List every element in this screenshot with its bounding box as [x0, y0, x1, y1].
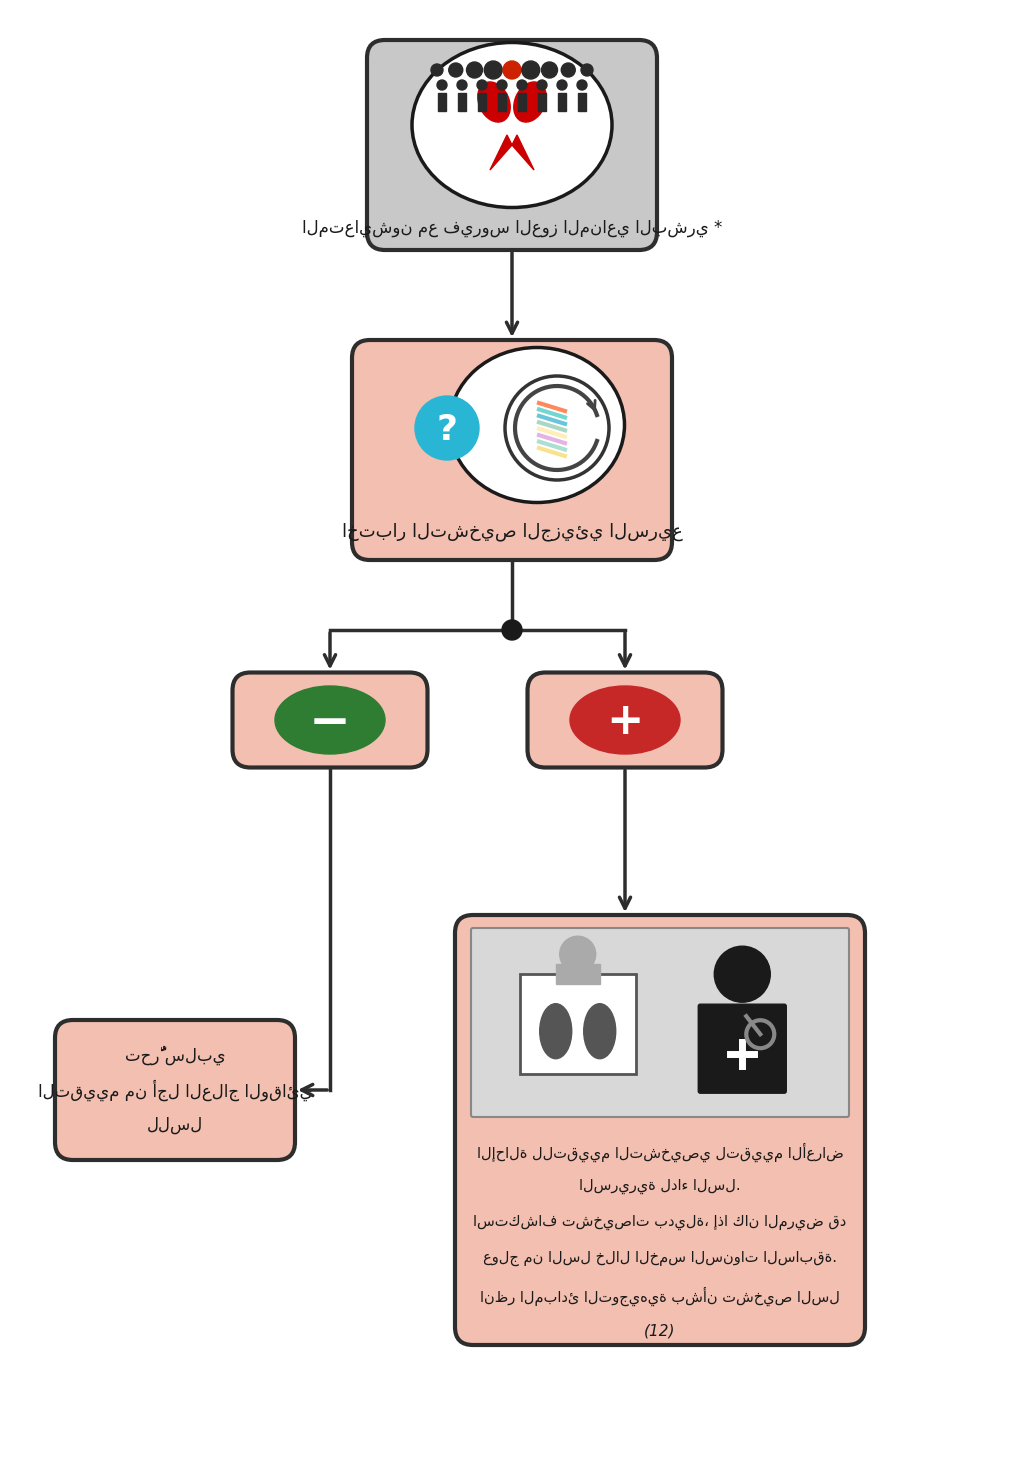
Text: +: + [606, 701, 644, 743]
Circle shape [715, 947, 770, 1002]
Circle shape [542, 61, 557, 78]
Circle shape [457, 80, 467, 91]
Text: عولج من السل خلال الخمس السنوات السابقة.: عولج من السل خلال الخمس السنوات السابقة. [483, 1251, 837, 1267]
Ellipse shape [478, 82, 510, 121]
Circle shape [484, 61, 502, 79]
Text: للسل: للسل [146, 1116, 203, 1134]
Bar [538, 94, 546, 111]
Bar [458, 94, 466, 111]
Ellipse shape [275, 686, 385, 753]
Text: الإحالة للتقييم التشخيصي لتقييم الأعراض: الإحالة للتقييم التشخيصي لتقييم الأعراض [476, 1143, 844, 1162]
Circle shape [577, 80, 587, 91]
Circle shape [415, 396, 479, 459]
Circle shape [437, 80, 447, 91]
Circle shape [560, 936, 596, 973]
Text: اختبار التشخيص الجزيئي السريع: اختبار التشخيص الجزيئي السريع [342, 522, 682, 541]
Polygon shape [490, 135, 512, 170]
FancyBboxPatch shape [352, 339, 672, 560]
Circle shape [581, 64, 593, 76]
Circle shape [497, 80, 507, 91]
Circle shape [505, 376, 609, 480]
Bar [520, 974, 636, 1074]
Bar [518, 94, 526, 111]
Ellipse shape [584, 1004, 615, 1059]
FancyBboxPatch shape [55, 1020, 295, 1160]
Text: السريرية لداء السل.: السريرية لداء السل. [580, 1179, 740, 1194]
Ellipse shape [412, 42, 612, 208]
Circle shape [502, 620, 522, 639]
Circle shape [517, 80, 527, 91]
Bar [498, 94, 506, 111]
Circle shape [561, 63, 575, 78]
Text: −: − [309, 699, 351, 748]
FancyBboxPatch shape [471, 928, 849, 1116]
Circle shape [449, 63, 463, 78]
Bar [478, 94, 486, 111]
FancyBboxPatch shape [367, 40, 657, 250]
Ellipse shape [570, 686, 680, 753]
FancyBboxPatch shape [232, 673, 427, 768]
Circle shape [522, 61, 540, 79]
Text: تحرُّ سلبي: تحرُّ سلبي [125, 1045, 225, 1065]
Text: المتعايشون مع فيروس العوز المناعي البشري *: المتعايشون مع فيروس العوز المناعي البشري… [302, 219, 722, 237]
Text: (12): (12) [644, 1323, 676, 1339]
Polygon shape [512, 135, 534, 170]
Bar [438, 94, 446, 111]
Ellipse shape [540, 1004, 571, 1059]
Bar [558, 94, 566, 111]
Text: التقييم من أجل العلاج الوقائي: التقييم من أجل العلاج الوقائي [38, 1080, 312, 1100]
Circle shape [431, 64, 443, 76]
Bar [556, 964, 600, 985]
Text: انظر المبادئ التوجيهية بشأن تشخيص السل: انظر المبادئ التوجيهية بشأن تشخيص السل [480, 1287, 840, 1306]
Text: ?: ? [436, 413, 458, 448]
Circle shape [467, 61, 482, 78]
FancyBboxPatch shape [527, 673, 723, 768]
Text: استكشاف تشخيصات بديلة، إذا كان المريض قد: استكشاف تشخيصات بديلة، إذا كان المريض قد [473, 1214, 847, 1230]
Circle shape [557, 80, 567, 91]
Ellipse shape [450, 348, 625, 502]
Bar [578, 94, 586, 111]
Ellipse shape [514, 82, 546, 121]
Circle shape [503, 61, 521, 79]
Circle shape [537, 80, 547, 91]
Circle shape [477, 80, 487, 91]
FancyBboxPatch shape [455, 914, 865, 1344]
FancyBboxPatch shape [698, 1004, 786, 1093]
